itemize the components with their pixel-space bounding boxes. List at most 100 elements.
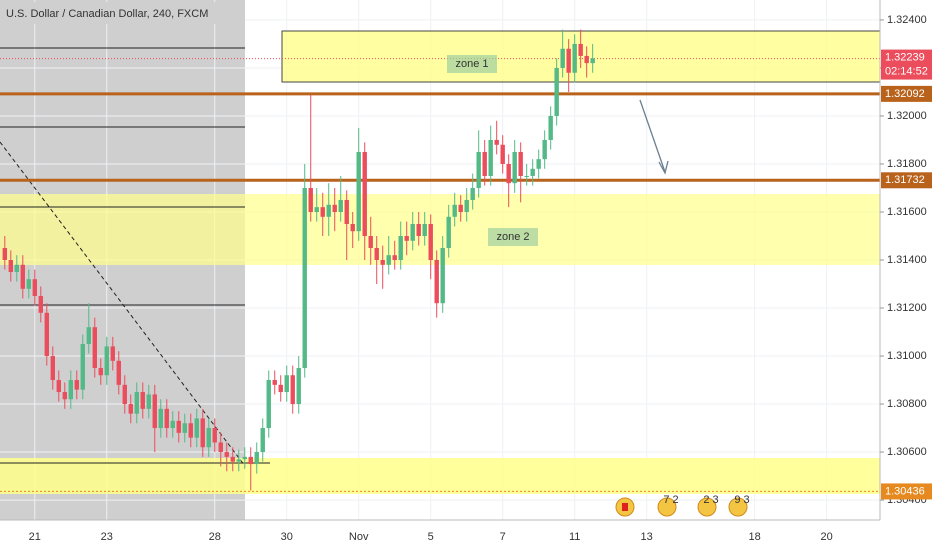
candle-body bbox=[98, 368, 103, 376]
arrow bbox=[639, 99, 666, 173]
candle-body bbox=[26, 279, 31, 289]
candle-body bbox=[158, 408, 163, 429]
candle-body bbox=[542, 139, 547, 160]
candle-body bbox=[380, 260, 385, 265]
candle-body bbox=[140, 392, 145, 409]
candle-body bbox=[32, 279, 37, 297]
candle-body bbox=[284, 375, 289, 393]
x-tick-label: 11 bbox=[569, 531, 580, 543]
x-tick-label: 13 bbox=[641, 531, 653, 543]
candle-body bbox=[290, 375, 295, 405]
x-tick-label: 7 bbox=[500, 531, 506, 543]
zone-label: zone 2 bbox=[496, 231, 529, 243]
candle-body bbox=[386, 255, 391, 265]
candle-body bbox=[14, 264, 19, 273]
candle-body bbox=[20, 264, 25, 289]
x-tick-label: 30 bbox=[281, 531, 293, 543]
price-label-box bbox=[881, 172, 932, 189]
candle-body bbox=[584, 55, 589, 64]
candle-body bbox=[110, 346, 115, 361]
candle-body bbox=[476, 151, 481, 188]
candle-body bbox=[242, 456, 247, 460]
candle-body bbox=[566, 48, 571, 73]
candle-body bbox=[206, 428, 211, 448]
candle-body bbox=[74, 380, 79, 390]
x-tick-label: 5 bbox=[428, 531, 434, 543]
candle-body bbox=[116, 360, 121, 385]
price-label: 1.31732 bbox=[885, 174, 925, 186]
candle-body bbox=[446, 216, 451, 248]
price-label: 1.30436 bbox=[885, 485, 925, 497]
candle-body bbox=[500, 144, 505, 164]
candle-body bbox=[350, 223, 355, 232]
candle-body bbox=[440, 247, 445, 304]
y-tick-label: 1.32400 bbox=[887, 14, 927, 26]
candle-body bbox=[224, 452, 229, 457]
candle-body bbox=[524, 175, 529, 177]
candle-body bbox=[572, 43, 577, 73]
price-axis-bg bbox=[880, 0, 932, 550]
event-icon[interactable] bbox=[657, 497, 677, 517]
y-tick-label: 1.31400 bbox=[887, 254, 927, 266]
candle-body bbox=[338, 199, 343, 212]
candle-body bbox=[128, 404, 133, 414]
candle-body bbox=[470, 187, 475, 200]
candle-body bbox=[182, 423, 187, 433]
candle-body bbox=[410, 223, 415, 241]
candle-body bbox=[2, 247, 7, 260]
candle-body bbox=[134, 392, 139, 414]
candle-body bbox=[494, 139, 499, 145]
candle-body bbox=[344, 199, 349, 224]
candle-body bbox=[278, 384, 283, 393]
events: 7 2 2 3 9 3 bbox=[657, 494, 750, 517]
candle-body bbox=[200, 418, 205, 448]
zone-label-box bbox=[488, 228, 538, 246]
candle-body bbox=[254, 452, 259, 465]
candle-body bbox=[422, 223, 427, 236]
candle-body bbox=[86, 327, 91, 345]
event-icon[interactable] bbox=[697, 497, 717, 517]
candle-body bbox=[554, 67, 559, 116]
candle-body bbox=[536, 159, 541, 169]
y-tick-label: 1.31600 bbox=[887, 206, 927, 218]
arrow-head bbox=[658, 160, 669, 175]
candle-body bbox=[230, 456, 235, 462]
candle-body bbox=[482, 151, 487, 176]
x-tick-label: 18 bbox=[749, 531, 761, 543]
y-tick-label: 1.30800 bbox=[887, 398, 927, 410]
candle-body bbox=[152, 394, 157, 429]
candle-body bbox=[434, 260, 439, 304]
candle-body bbox=[8, 260, 13, 273]
candle-body bbox=[512, 151, 517, 184]
candle-body bbox=[416, 223, 421, 236]
candle-body bbox=[530, 168, 535, 176]
candle-body bbox=[464, 199, 469, 212]
candle-body bbox=[590, 58, 595, 64]
flag bbox=[622, 503, 628, 511]
candle-body bbox=[218, 442, 223, 453]
candle-body bbox=[248, 456, 253, 465]
candle-body bbox=[296, 368, 301, 405]
candle-body bbox=[392, 255, 397, 260]
event-label: 9 3 bbox=[734, 494, 749, 506]
zone-label-box bbox=[447, 55, 497, 73]
price-lines bbox=[0, 58, 880, 492]
candle-body bbox=[56, 380, 61, 393]
candle-body bbox=[488, 139, 493, 176]
y-tick-label: 1.31000 bbox=[887, 350, 927, 362]
price-label-box bbox=[881, 483, 932, 500]
candle-body bbox=[212, 428, 217, 443]
event-label: 7 2 bbox=[663, 494, 678, 506]
candle-body bbox=[374, 247, 379, 260]
price-label-box bbox=[881, 49, 932, 80]
event-icon[interactable] bbox=[728, 497, 748, 517]
candle-body bbox=[122, 384, 127, 405]
candle-body bbox=[170, 420, 175, 429]
price-label: 1.32239 bbox=[885, 51, 925, 63]
candle-body bbox=[260, 428, 265, 453]
x-tick-label: 20 bbox=[820, 531, 832, 543]
event-label: 2 3 bbox=[703, 494, 718, 506]
candle-body bbox=[428, 223, 433, 260]
candle-body bbox=[548, 115, 553, 140]
